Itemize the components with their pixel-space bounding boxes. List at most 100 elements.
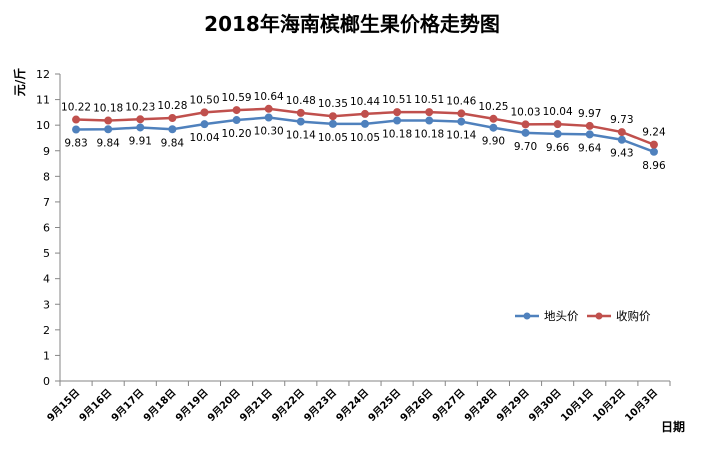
data-label: 10.35 [318,98,348,110]
data-point [200,120,209,129]
data-point [328,119,337,128]
data-label: 9.24 [642,127,666,139]
data-label: 10.04 [543,106,573,118]
data-point [617,135,626,144]
y-tick-label: 2 [43,324,50,337]
data-point [72,115,81,124]
data-label: 10.50 [189,94,219,106]
legend-swatch-marker [595,312,603,320]
y-tick-label: 10 [36,119,50,132]
data-label: 10.04 [189,132,219,144]
data-point [296,108,305,117]
data-label: 10.46 [446,95,476,107]
y-tick-label: 9 [43,145,50,158]
data-point [553,120,562,129]
data-point [393,108,402,117]
data-point [425,116,434,125]
x-tick-label: 9月23日 [302,387,339,424]
y-axis-label: 元/斤 [12,68,27,96]
data-label: 10.03 [510,106,540,118]
y-tick-label: 3 [43,298,50,311]
y-tick-label: 0 [43,375,50,388]
data-point [136,123,145,132]
x-tick-label: 10月1日 [558,387,595,424]
data-point [489,114,498,123]
data-label: 10.25 [478,101,508,113]
data-label: 10.59 [222,92,252,104]
x-tick-label: 9月19日 [173,387,210,424]
data-label: 10.64 [254,91,284,103]
data-label: 10.20 [222,128,252,140]
data-label: 9.90 [482,136,505,148]
data-label: 9.70 [514,141,537,153]
data-point [489,123,498,132]
data-point [104,116,113,125]
data-point [457,117,466,126]
y-tick-label: 7 [43,196,50,209]
data-point [232,116,241,125]
data-label: 9.84 [161,137,185,149]
data-point [649,147,658,156]
data-label: 9.83 [64,138,87,150]
legend-swatch-marker [523,312,531,320]
data-label: 10.18 [93,103,123,115]
data-label: 10.22 [61,102,91,114]
data-label: 9.97 [578,108,601,120]
data-label: 10.23 [125,101,155,113]
data-label: 10.51 [414,94,444,106]
data-point [136,115,145,124]
x-tick-label: 9月24日 [334,387,371,424]
x-tick-label: 10月2日 [591,387,628,424]
data-point [232,106,241,115]
x-tick-label: 9月17日 [109,387,146,424]
x-axis-label: 日期 [661,419,685,434]
data-label: 9.64 [578,142,602,154]
x-tick-label: 9月30日 [526,387,563,424]
data-point [168,125,177,134]
x-tick-label: 9月16日 [77,387,114,424]
chart-title: 2018年海南槟榔生果价格走势图 [204,12,500,36]
data-point [521,128,530,137]
data-label: 10.14 [286,130,316,142]
data-point [585,121,594,130]
x-tick-label: 9月22日 [270,387,307,424]
data-point [617,128,626,137]
y-tick-label: 8 [43,170,50,183]
data-point [425,108,434,117]
data-label: 10.44 [350,96,380,108]
data-point [585,130,594,139]
data-label: 10.30 [254,125,284,137]
data-label: 10.28 [157,100,187,112]
data-label: 10.05 [350,132,380,144]
data-label: 10.18 [382,129,412,141]
data-label: 10.05 [318,132,348,144]
data-label: 9.43 [610,148,633,160]
data-label: 9.84 [96,137,120,149]
data-point [361,119,369,128]
data-point [457,109,466,118]
data-point [296,117,305,126]
data-point [649,140,658,149]
x-tick-label: 9月15日 [45,387,82,424]
data-label: 9.66 [546,142,570,154]
x-tick-label: 10月3日 [623,387,660,424]
y-tick-label: 4 [43,273,50,286]
data-point [72,125,81,134]
data-point [328,112,337,121]
data-point [104,125,113,134]
legend-label: 收购价 [616,309,651,323]
y-tick-label: 6 [43,222,50,235]
data-point [553,129,562,138]
data-point [264,104,273,113]
data-label: 10.51 [382,94,412,106]
x-tick-label: 9月25日 [366,387,403,424]
y-tick-label: 5 [43,247,50,260]
x-tick-label: 9月27日 [430,387,467,424]
data-label: 9.73 [610,114,633,126]
y-tick-label: 1 [43,349,50,362]
data-label: 10.18 [414,129,444,141]
data-label: 9.91 [129,135,152,147]
y-tick-label: 11 [36,94,50,107]
x-tick-label: 9月26日 [398,387,435,424]
